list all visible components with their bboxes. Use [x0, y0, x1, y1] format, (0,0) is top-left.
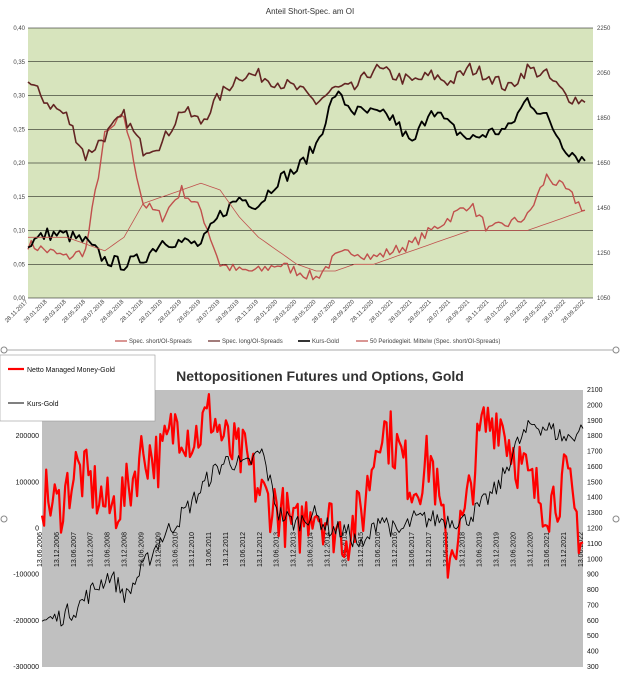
y-left-tick-label: 100000	[16, 479, 39, 486]
y-right-tick-label: 1400	[587, 495, 603, 502]
y-right-tick-label: 1700	[587, 449, 603, 456]
y-right-tick-label: 1850	[597, 116, 611, 122]
legend-label: Kurs-Gold	[27, 401, 59, 408]
x-tick-label: 13.06.2022	[578, 532, 585, 567]
x-tick-label: 13.12.2011	[223, 532, 230, 567]
series-line-2	[41, 419, 584, 627]
y-left-tick-label: 0,00	[13, 296, 25, 302]
y-left-tick-label: 0,20	[13, 161, 25, 167]
y-left-tick-label: 0,35	[13, 60, 25, 66]
series-line-2	[27, 62, 586, 162]
resize-handle-left[interactable]	[0, 346, 8, 354]
y-right-tick-label: 400	[587, 649, 599, 656]
y-left-tick-label: -100000	[13, 572, 39, 579]
y-right-tick-label: 1100	[587, 541, 602, 548]
legend-label: Spec. short/OI-Spreads	[129, 339, 192, 345]
x-tick-label: 13.12.2006	[54, 532, 61, 567]
y-right-tick-label: 900	[587, 572, 599, 579]
x-tick-label: 13.06.2010	[172, 532, 179, 567]
legend-label: Netto Managed Money-Gold	[27, 367, 115, 374]
legend-box	[0, 354, 156, 422]
y-left-tick-label: 0,10	[13, 229, 25, 235]
y-left-tick-label: 0	[35, 526, 39, 533]
y-left-tick-label: -200000	[13, 618, 39, 625]
y-right-tick-label: 1450	[597, 206, 611, 212]
legend-1: Spec. short/OI-Spreads Spec. long/OI-Spre…	[115, 339, 500, 345]
x-tick-label: 13.12.2012	[257, 532, 264, 567]
y-right-tick-label: 600	[587, 618, 599, 625]
x-tick-label: 13.12.2008	[122, 532, 129, 567]
y-right-tick-label: 2250	[597, 26, 611, 32]
x-tick-label: 13.12.2013	[291, 532, 298, 567]
x-tick-label: 13.06.2019	[477, 532, 484, 567]
x-tick-label: 13.12.2009	[155, 532, 162, 567]
series-line-1	[27, 114, 586, 281]
y-left-tick-label: 0,40	[13, 26, 25, 32]
y-right-tick-label: 500	[587, 633, 599, 640]
y-left-tick-label: 200000	[16, 433, 39, 440]
y-right-tick-label: 1000	[587, 556, 603, 563]
x-tick-label: 13.12.2016	[392, 532, 399, 567]
y-left-tick-label: 0,05	[13, 262, 25, 268]
x-tick-label: 13.06.2017	[409, 532, 416, 567]
x-tick-label: 13.12.2020	[527, 532, 534, 567]
x-tick-label: 13.06.2006	[37, 532, 44, 567]
x-tick-label: 13.06.2009	[138, 532, 145, 567]
y-left-tick-label: 0,25	[13, 127, 25, 133]
x-tick-label: 13.06.2007	[71, 532, 78, 567]
x-tick-label: 13.12.2018	[460, 532, 467, 567]
y-right-tick-label: 1900	[587, 418, 603, 425]
x-tick-label: 13.12.2019	[493, 532, 500, 567]
y-right-tick-label: 2100	[587, 387, 603, 394]
x-tick-label: 13.06.2021	[544, 532, 551, 567]
x-tick-label: 13.06.2012	[240, 532, 247, 567]
x-tick-label: 13.06.2014	[308, 532, 315, 567]
resize-handle-right-2[interactable]	[612, 515, 620, 523]
y-right-tick-label: 800	[587, 587, 599, 594]
series-line-3	[27, 90, 586, 271]
x-tick-label: 13.12.2015	[358, 532, 365, 567]
resize-handle-left-2[interactable]	[0, 515, 8, 523]
x-tick-label: 13.06.2016	[375, 532, 382, 567]
y-right-tick-label: 1250	[597, 251, 611, 257]
y-right-tick-label: 1650	[597, 161, 611, 167]
series-line-4	[28, 182, 586, 272]
legend-label: 50 Periodegleit. Mittelw (Spec. short/OI…	[370, 339, 500, 345]
x-tick-label: 13.12.2021	[561, 532, 568, 567]
x-tick-label: 13.06.2011	[206, 532, 213, 567]
y-left-tick-label: 0,30	[13, 94, 25, 100]
x-tick-label: 13.12.2010	[189, 532, 196, 567]
legend-label: Kurs-Gold	[312, 339, 339, 345]
legend-label: Spec. long/OI-Spreads	[222, 339, 283, 345]
chart-title-1: Anteil Short-Spec. am OI	[266, 7, 354, 16]
chart-title-2: Nettopositionen Futures und Options, Gol…	[176, 368, 464, 384]
y-right-tick-label: 700	[587, 602, 599, 609]
y-right-tick-label: 1500	[587, 479, 603, 486]
x-tick-label: 13.12.2014	[324, 532, 331, 567]
x-tick-label: 13.06.2013	[274, 532, 281, 567]
y-right-tick-label: 1300	[587, 510, 603, 517]
x-tick-label: 13.12.2007	[88, 532, 95, 567]
y-right-tick-label: 1050	[597, 296, 611, 302]
y-right-tick-label: 1800	[587, 433, 603, 440]
x-tick-label: 13.12.2017	[426, 532, 433, 567]
chart-nettopositionen: Nettopositionen Futures und Options, Gol…	[0, 354, 603, 671]
x-tick-label: 13.06.2008	[105, 532, 112, 567]
x-tick-label: 13.06.2020	[510, 532, 517, 567]
y-right-tick-label: 1200	[587, 526, 603, 533]
series-line-1	[40, 393, 584, 579]
chart-short-spec: Anteil Short-Spec. am OI 0,00 0,05 0,10 0,1…	[4, 7, 611, 345]
y-left-tick-label: 0,15	[13, 195, 25, 201]
y-right-tick-label: 1600	[587, 464, 603, 471]
legend-2: Netto Managed Money-Gold Kurs-Gold	[0, 354, 156, 422]
y-right-tick-label: 2050	[597, 71, 611, 77]
y-right-tick-label: 2000	[587, 402, 603, 409]
y-left-tick-label: -300000	[13, 664, 39, 671]
resize-handle-right[interactable]	[612, 346, 620, 354]
y-right-tick-label: 300	[587, 664, 599, 671]
